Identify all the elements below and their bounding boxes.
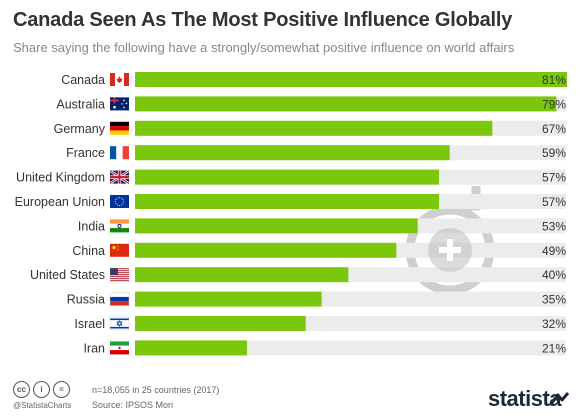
category-label: Iran xyxy=(83,341,105,355)
value-label: 49% xyxy=(542,244,566,258)
license-icons: cc i = xyxy=(13,381,70,398)
bar-united-kingdom xyxy=(135,169,439,185)
category-label: Russia xyxy=(67,293,105,307)
bar-canada xyxy=(135,72,567,87)
value-label: 40% xyxy=(542,268,566,282)
category-label: France xyxy=(66,146,105,160)
bar-chart: Canada 81% Australia 79% Germany 67% France 59%… xyxy=(15,72,567,356)
flag-india-icon xyxy=(110,219,129,233)
value-label: 81% xyxy=(542,73,566,87)
value-label: 21% xyxy=(542,341,566,355)
bar-european-union xyxy=(135,194,439,209)
category-label: European Union xyxy=(15,195,105,209)
statista-logo-icon xyxy=(548,392,570,406)
value-label: 57% xyxy=(542,195,566,209)
category-label: United Kingdom xyxy=(16,171,105,185)
flag-eu-icon xyxy=(110,195,129,208)
source-note: Source: IPSOS Mori xyxy=(92,400,174,410)
value-label: 35% xyxy=(542,293,566,307)
twitter-handle: @StatistaCharts xyxy=(13,401,72,410)
flag-germany-icon xyxy=(110,121,129,135)
category-label: China xyxy=(72,244,105,258)
value-label: 32% xyxy=(542,317,566,331)
chart-subtitle: Share saying the following have a strong… xyxy=(13,40,515,55)
value-label: 57% xyxy=(542,171,566,185)
value-label: 67% xyxy=(542,122,566,136)
flag-uk-icon xyxy=(109,169,130,185)
cc-icon: cc xyxy=(13,381,30,398)
value-label: 53% xyxy=(542,219,566,233)
sample-note: n=18,055 in 25 countries (2017) xyxy=(92,385,220,395)
bar-israel xyxy=(135,316,306,331)
watermark-plus-v xyxy=(447,239,453,261)
value-label: 79% xyxy=(542,97,566,111)
category-label: Australia xyxy=(56,97,105,111)
bar-russia xyxy=(135,291,322,307)
flag-usa-icon xyxy=(110,268,129,282)
bar-india xyxy=(135,218,418,234)
bar-germany xyxy=(135,120,493,136)
chart-title: Canada Seen As The Most Positive Influen… xyxy=(13,9,513,31)
category-label: India xyxy=(78,219,105,233)
category-label: United States xyxy=(30,268,105,282)
flag-france-icon xyxy=(110,146,129,160)
flag-canada-icon xyxy=(110,73,129,86)
bar-australia xyxy=(135,96,557,112)
bar-france xyxy=(135,145,450,161)
flag-russia-icon xyxy=(109,292,130,306)
bar-iran xyxy=(135,340,247,356)
flag-iran-icon xyxy=(110,341,129,355)
statista-logo[interactable]: statista xyxy=(488,386,562,411)
nd-icon: = xyxy=(53,381,70,398)
flag-china-icon xyxy=(110,243,129,257)
value-label: 59% xyxy=(542,146,566,160)
flag-israel-icon xyxy=(109,316,130,331)
flag-australia-icon xyxy=(110,97,129,111)
by-icon: i xyxy=(33,381,50,398)
category-label: Germany xyxy=(54,122,106,136)
category-label: Israel xyxy=(74,317,105,331)
category-label: Canada xyxy=(61,73,105,87)
bar-united-states xyxy=(135,267,349,283)
bar-china xyxy=(135,242,397,258)
